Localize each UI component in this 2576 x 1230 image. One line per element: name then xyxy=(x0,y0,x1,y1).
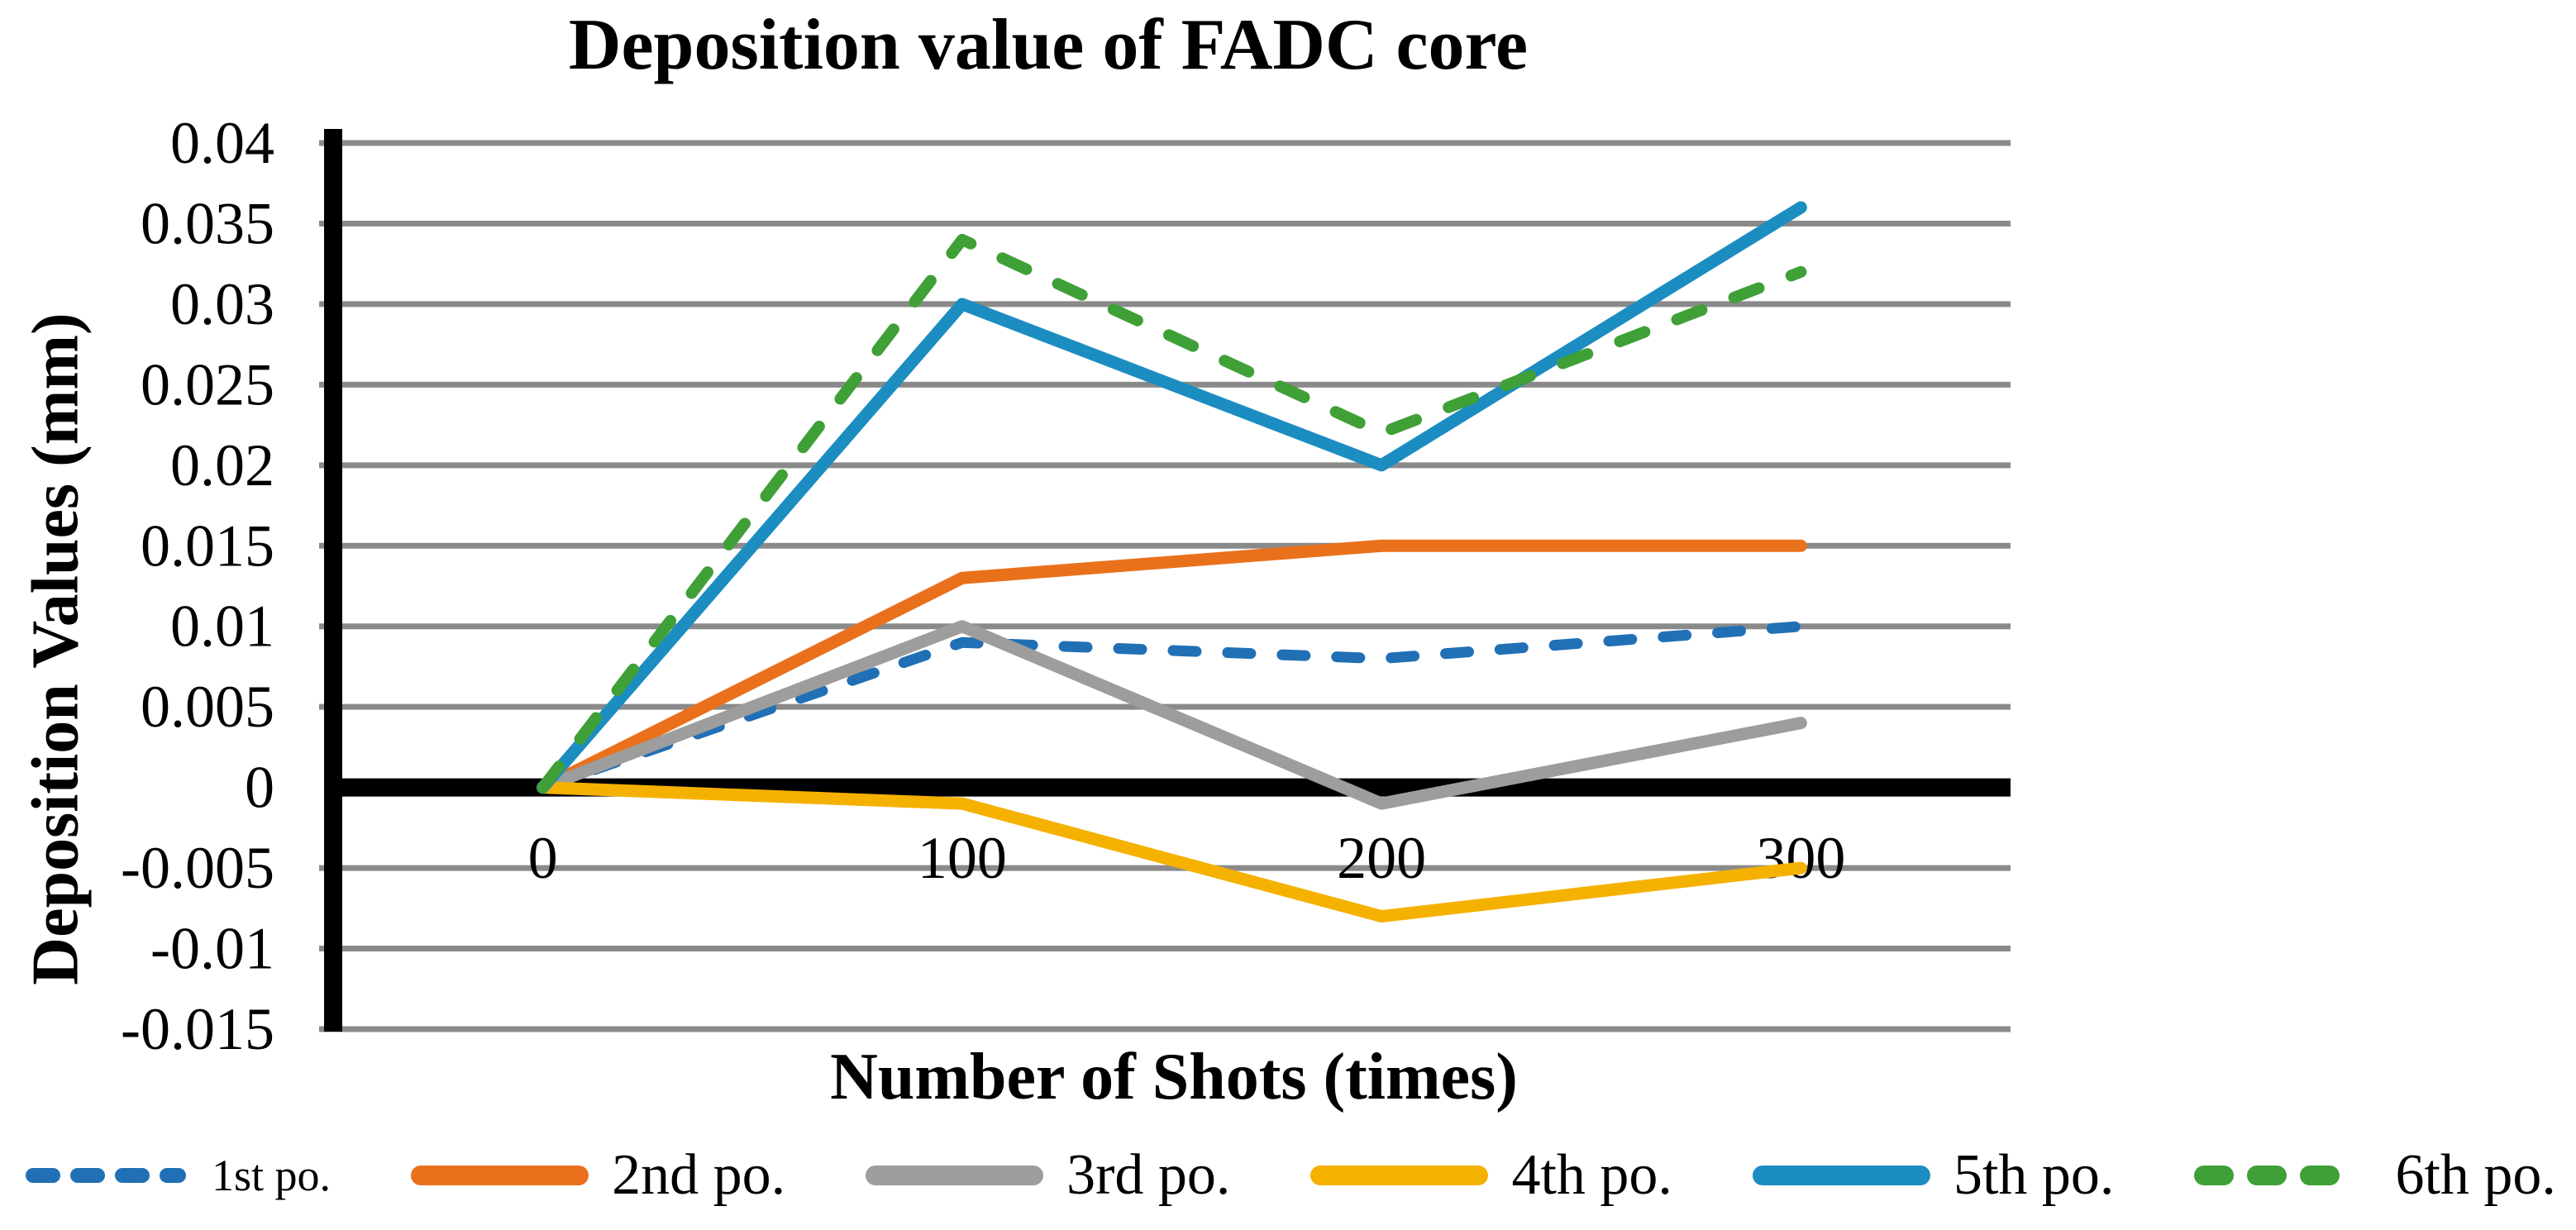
legend-label-6th-po: 6th po. xyxy=(2395,1143,2556,1207)
legend-item-3rd-po: 3rd po. xyxy=(866,1142,1230,1209)
series-line-6th-po xyxy=(537,233,1807,794)
x-tick-label: 300 xyxy=(1756,825,1845,891)
y-tick-label: 0.03 xyxy=(170,271,274,337)
y-tick-label: -0.005 xyxy=(121,835,274,901)
series-line-3rd-po xyxy=(537,620,1807,810)
x-tick-label: 100 xyxy=(918,825,1007,891)
legend-line-sample-2nd-po xyxy=(411,1166,589,1185)
y-tick-label: 0.015 xyxy=(141,512,274,579)
legend-line-sample-5th-po xyxy=(1752,1166,1930,1185)
legend-label-1st-po: 1st po. xyxy=(212,1151,332,1200)
series-line-1st-po xyxy=(537,621,1806,794)
x-tick-label: 0 xyxy=(528,825,558,891)
legend-item-2nd-po: 2nd po. xyxy=(411,1142,785,1209)
legend: 1st po. 2nd po. 3rd po. 4th po. 5th po. 6th p… xyxy=(23,1129,2556,1222)
y-tick-label: 0.02 xyxy=(170,432,274,498)
y-tick-label: 0.005 xyxy=(141,674,274,740)
series-line-5th-po xyxy=(537,201,1807,794)
x-axis-title: Number of Shots (times) xyxy=(830,1041,1518,1113)
legend-line-sample-1st-po xyxy=(26,1168,186,1183)
legend-item-6th-po: 6th po. xyxy=(2194,1142,2556,1209)
legend-item-4th-po: 4th po. xyxy=(1310,1142,1672,1209)
legend-item-1st-po: 1st po. xyxy=(23,1150,331,1201)
legend-label-5th-po: 5th po. xyxy=(1953,1143,2115,1207)
legend-label-4th-po: 4th po. xyxy=(1511,1143,1672,1207)
legend-line-sample-6th-po xyxy=(2194,1166,2373,1185)
legend-label-3rd-po: 3rd po. xyxy=(1066,1143,1231,1207)
series-line-4th-po xyxy=(537,781,1807,923)
legend-line-sample-3rd-po xyxy=(866,1166,1044,1185)
y-tick-label: -0.01 xyxy=(150,916,274,982)
y-tick-label: 0.035 xyxy=(141,190,274,256)
x-tick-label: 200 xyxy=(1337,825,1426,891)
legend-line-sample-4th-po xyxy=(1310,1166,1489,1185)
y-tick-label: 0.025 xyxy=(141,351,274,417)
y-tick-label: 0 xyxy=(245,755,274,821)
y-tick-label: 0.01 xyxy=(170,594,274,660)
y-tick-label: 0.04 xyxy=(170,110,274,176)
legend-label-2nd-po: 2nd po. xyxy=(612,1143,786,1207)
y-tick-label: -0.015 xyxy=(121,996,274,1062)
chart-title: Deposition value of FADC core xyxy=(568,5,1529,85)
series-line-2nd-po xyxy=(537,539,1807,794)
legend-item-5th-po: 5th po. xyxy=(1752,1142,2115,1209)
